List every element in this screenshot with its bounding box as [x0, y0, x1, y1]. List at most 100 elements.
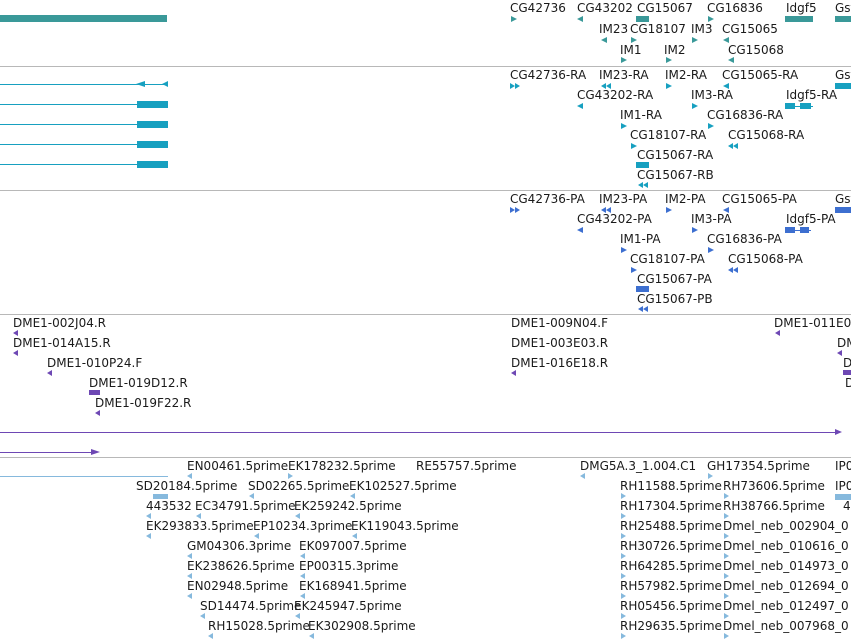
protein-label[interactable]: CG42736-PA [510, 192, 585, 206]
est-label[interactable]: RH29635.5prime [620, 619, 722, 633]
protein-label[interactable]: CG15065-PA [722, 192, 797, 206]
clone-label[interactable]: DME1-011E0 [774, 316, 851, 330]
protein-label[interactable]: IM2-PA [665, 192, 706, 206]
gene-feature-bar[interactable] [636, 16, 649, 22]
gene-label[interactable]: CG15065 [722, 22, 778, 36]
transcript-label[interactable]: IM2-RA [665, 68, 707, 82]
clone-label[interactable]: D [845, 376, 851, 390]
est-label[interactable]: Dmel_neb_012694_0 [723, 579, 849, 593]
est-label[interactable]: RH17304.5prime [620, 499, 722, 513]
est-label[interactable]: EK097007.5prime [299, 539, 407, 553]
gene-label[interactable]: IM23 [599, 22, 629, 36]
transcript-label[interactable]: IM1-RA [620, 108, 662, 122]
est-label[interactable]: RH73606.5prime [723, 479, 825, 493]
est-label[interactable]: SD14474.5prime [200, 599, 302, 613]
protein-label[interactable]: CG15067-PA [637, 272, 712, 286]
est-label[interactable]: Dmel_neb_012497_0 [723, 599, 849, 613]
gene-label[interactable]: IM2 [664, 43, 686, 57]
transcript-exon[interactable] [137, 141, 168, 148]
est-label[interactable]: RH25488.5prime [620, 519, 722, 533]
est-label[interactable]: EN00461.5prime [187, 459, 289, 473]
protein-label[interactable]: CG16836-PA [707, 232, 782, 246]
clone-label[interactable]: DME1-002J04.R [13, 316, 107, 330]
est-label[interactable]: EN02948.5prime [187, 579, 289, 593]
transcript-exon[interactable] [800, 103, 811, 109]
transcript-exon[interactable] [137, 161, 168, 168]
est-label[interactable]: EK245947.5prime [294, 599, 402, 613]
transcript-exon[interactable] [835, 83, 851, 89]
est-label[interactable]: SD02265.5prime [248, 479, 350, 493]
protein-label[interactable]: IM3-PA [691, 212, 732, 226]
est-label[interactable]: IP0 [835, 479, 851, 493]
clone-label[interactable]: DME1-014A15.R [13, 336, 111, 350]
gene-label[interactable]: IM1 [620, 43, 642, 57]
est-label[interactable]: EP10234.3prime [253, 519, 353, 533]
est-label[interactable]: Dmel_neb_007968_0 [723, 619, 849, 633]
est-label[interactable]: RH11588.5prime [620, 479, 722, 493]
est-label[interactable]: EK178232.5prime [288, 459, 396, 473]
est-label[interactable]: GH17354.5prime [707, 459, 810, 473]
transcript-label[interactable]: CG15067-RA [637, 148, 714, 162]
gene-label[interactable]: CG15067 [637, 1, 693, 15]
est-label[interactable]: SD20184.5prime [136, 479, 238, 493]
protein-label[interactable]: CG15068-PA [728, 252, 803, 266]
transcript-label[interactable]: CG15065-RA [722, 68, 799, 82]
gene-label[interactable]: CG18107 [630, 22, 686, 36]
est-label[interactable]: RH64285.5prime [620, 559, 722, 573]
est-label[interactable]: EK119043.5prime [351, 519, 459, 533]
est-label[interactable]: EK102527.5prime [349, 479, 457, 493]
est-label[interactable]: Dmel_neb_010616_0 [723, 539, 849, 553]
transcript-label[interactable]: Gst [835, 68, 851, 82]
est-label[interactable]: IP0 [835, 459, 851, 473]
est-label[interactable]: 4 [843, 499, 851, 513]
est-label[interactable]: Dmel_neb_014973_0 [723, 559, 849, 573]
gene-label[interactable]: CG42736 [510, 1, 566, 15]
est-feature[interactable] [835, 494, 851, 500]
transcript-exon[interactable] [137, 121, 168, 128]
protein-feature[interactable] [835, 207, 851, 213]
est-label[interactable]: 443532 [146, 499, 192, 513]
est-label[interactable]: EC34791.5prime [195, 499, 296, 513]
gene-label[interactable]: CG43202 [577, 1, 633, 15]
est-label[interactable]: EK259242.5prime [294, 499, 402, 513]
est-label[interactable]: RH57982.5prime [620, 579, 722, 593]
clone-label[interactable]: DME1-010P24.F [47, 356, 143, 370]
gene-label[interactable]: CG16836 [707, 1, 763, 15]
clone-feature[interactable] [843, 370, 851, 375]
est-label[interactable]: RH05456.5prime [620, 599, 722, 613]
est-label[interactable]: EK238626.5prime [187, 559, 295, 573]
clone-label[interactable]: DME1-016E18.R [511, 356, 609, 370]
gene-label[interactable]: Idgf5 [786, 1, 817, 15]
est-feature[interactable] [153, 494, 168, 499]
protein-label[interactable]: Idgf5-PA [786, 212, 836, 226]
transcript-exon[interactable] [785, 103, 795, 109]
protein-feature[interactable] [785, 227, 795, 233]
est-label[interactable]: EP00315.3prime [299, 559, 399, 573]
gene-label[interactable]: CG15068 [728, 43, 784, 57]
est-label[interactable]: RH38766.5prime [723, 499, 825, 513]
est-label[interactable]: Dmel_neb_002904_0 [723, 519, 849, 533]
gene-feature-bar[interactable] [785, 16, 813, 22]
transcript-label[interactable]: CG42736-RA [510, 68, 587, 82]
transcript-label[interactable]: CG18107-RA [630, 128, 707, 142]
clone-label[interactable]: DME1-019F22.R [95, 396, 192, 410]
protein-label[interactable]: CG15067-PB [637, 292, 713, 306]
est-label[interactable]: RH30726.5prime [620, 539, 722, 553]
clone-label[interactable]: DME1-019D12.R [89, 376, 188, 390]
clone-label[interactable]: DM [837, 336, 851, 350]
transcript-label[interactable]: Idgf5-RA [786, 88, 838, 102]
est-label[interactable]: DMG5A.3_1.004.C1 [580, 459, 697, 473]
transcript-exon[interactable] [137, 101, 168, 108]
est-label[interactable]: EK293833.5prime [146, 519, 254, 533]
est-label[interactable]: RH15028.5prime [208, 619, 310, 633]
est-label[interactable]: RE55757.5prime [416, 459, 517, 473]
transcript-label[interactable]: CG43202-RA [577, 88, 654, 102]
transcript-label[interactable]: CG15067-RB [637, 168, 714, 182]
protein-label[interactable]: Gst [835, 192, 851, 206]
protein-label[interactable]: CG43202-PA [577, 212, 652, 226]
clone-label[interactable]: DME1-009N04.F [511, 316, 609, 330]
protein-label[interactable]: IM23-PA [599, 192, 648, 206]
protein-label[interactable]: IM1-PA [620, 232, 661, 246]
protein-label[interactable]: CG18107-PA [630, 252, 705, 266]
est-label[interactable]: EK302908.5prime [308, 619, 416, 633]
